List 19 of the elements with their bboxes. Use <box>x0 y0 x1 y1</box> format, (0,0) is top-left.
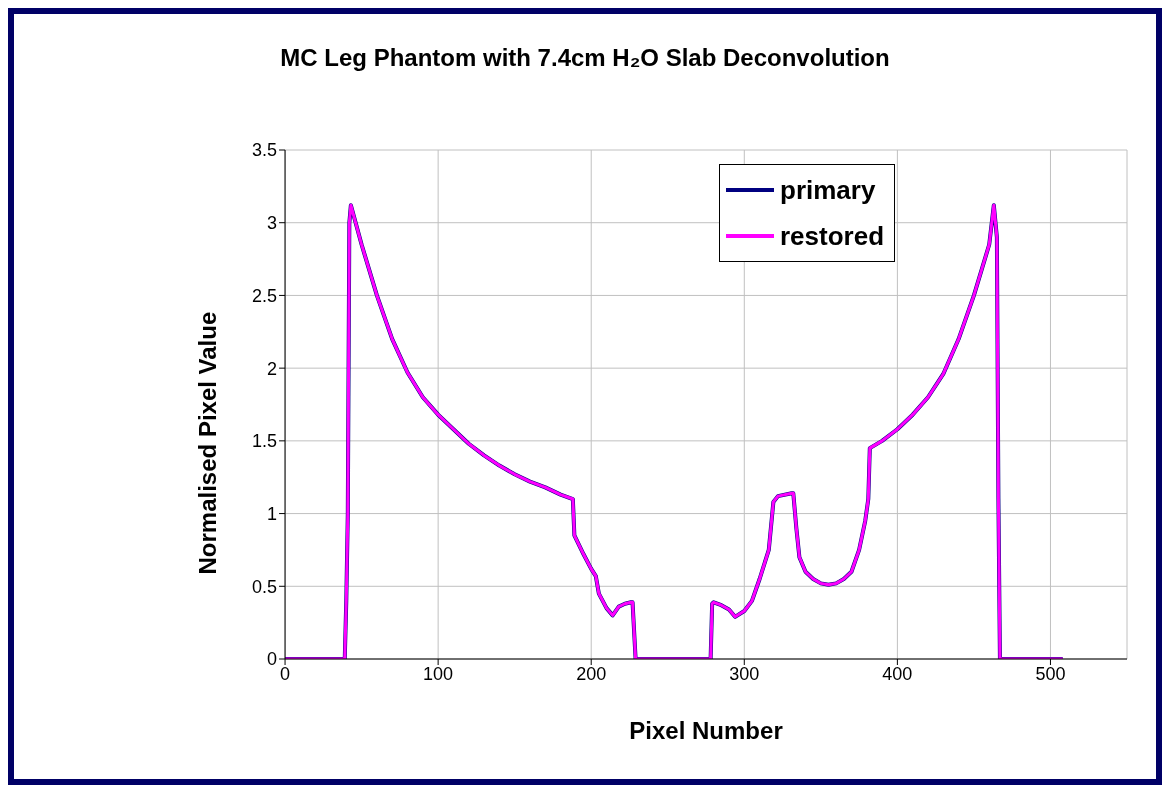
x-tick-label: 500 <box>1035 663 1066 684</box>
y-tick-label: 0.5 <box>252 576 278 597</box>
y-tick-label: 2.5 <box>252 285 278 306</box>
x-tick-label: 300 <box>729 663 760 684</box>
y-tick-label: 1.5 <box>252 431 278 452</box>
x-tick-label: 100 <box>423 663 454 684</box>
chart-title: MC Leg Phantom with 7.4cm H₂O Slab Deconvolution <box>279 44 891 72</box>
x-tick-label: 0 <box>280 663 291 684</box>
y-tick-label: 3.5 <box>252 140 278 161</box>
y-tick-label: 3 <box>267 213 278 234</box>
y-tick-label: 0 <box>267 649 278 670</box>
x-tick-label: 400 <box>882 663 913 684</box>
x-tick-label: 200 <box>576 663 607 684</box>
legend-label: restored <box>780 220 885 252</box>
y-tick-label: 1 <box>267 503 278 524</box>
legend-label: primary <box>780 174 876 206</box>
y-axis-title: Normalised Pixel Value <box>193 311 221 575</box>
x-axis-title: Pixel Number <box>629 717 783 744</box>
y-tick-label: 2 <box>267 358 278 379</box>
